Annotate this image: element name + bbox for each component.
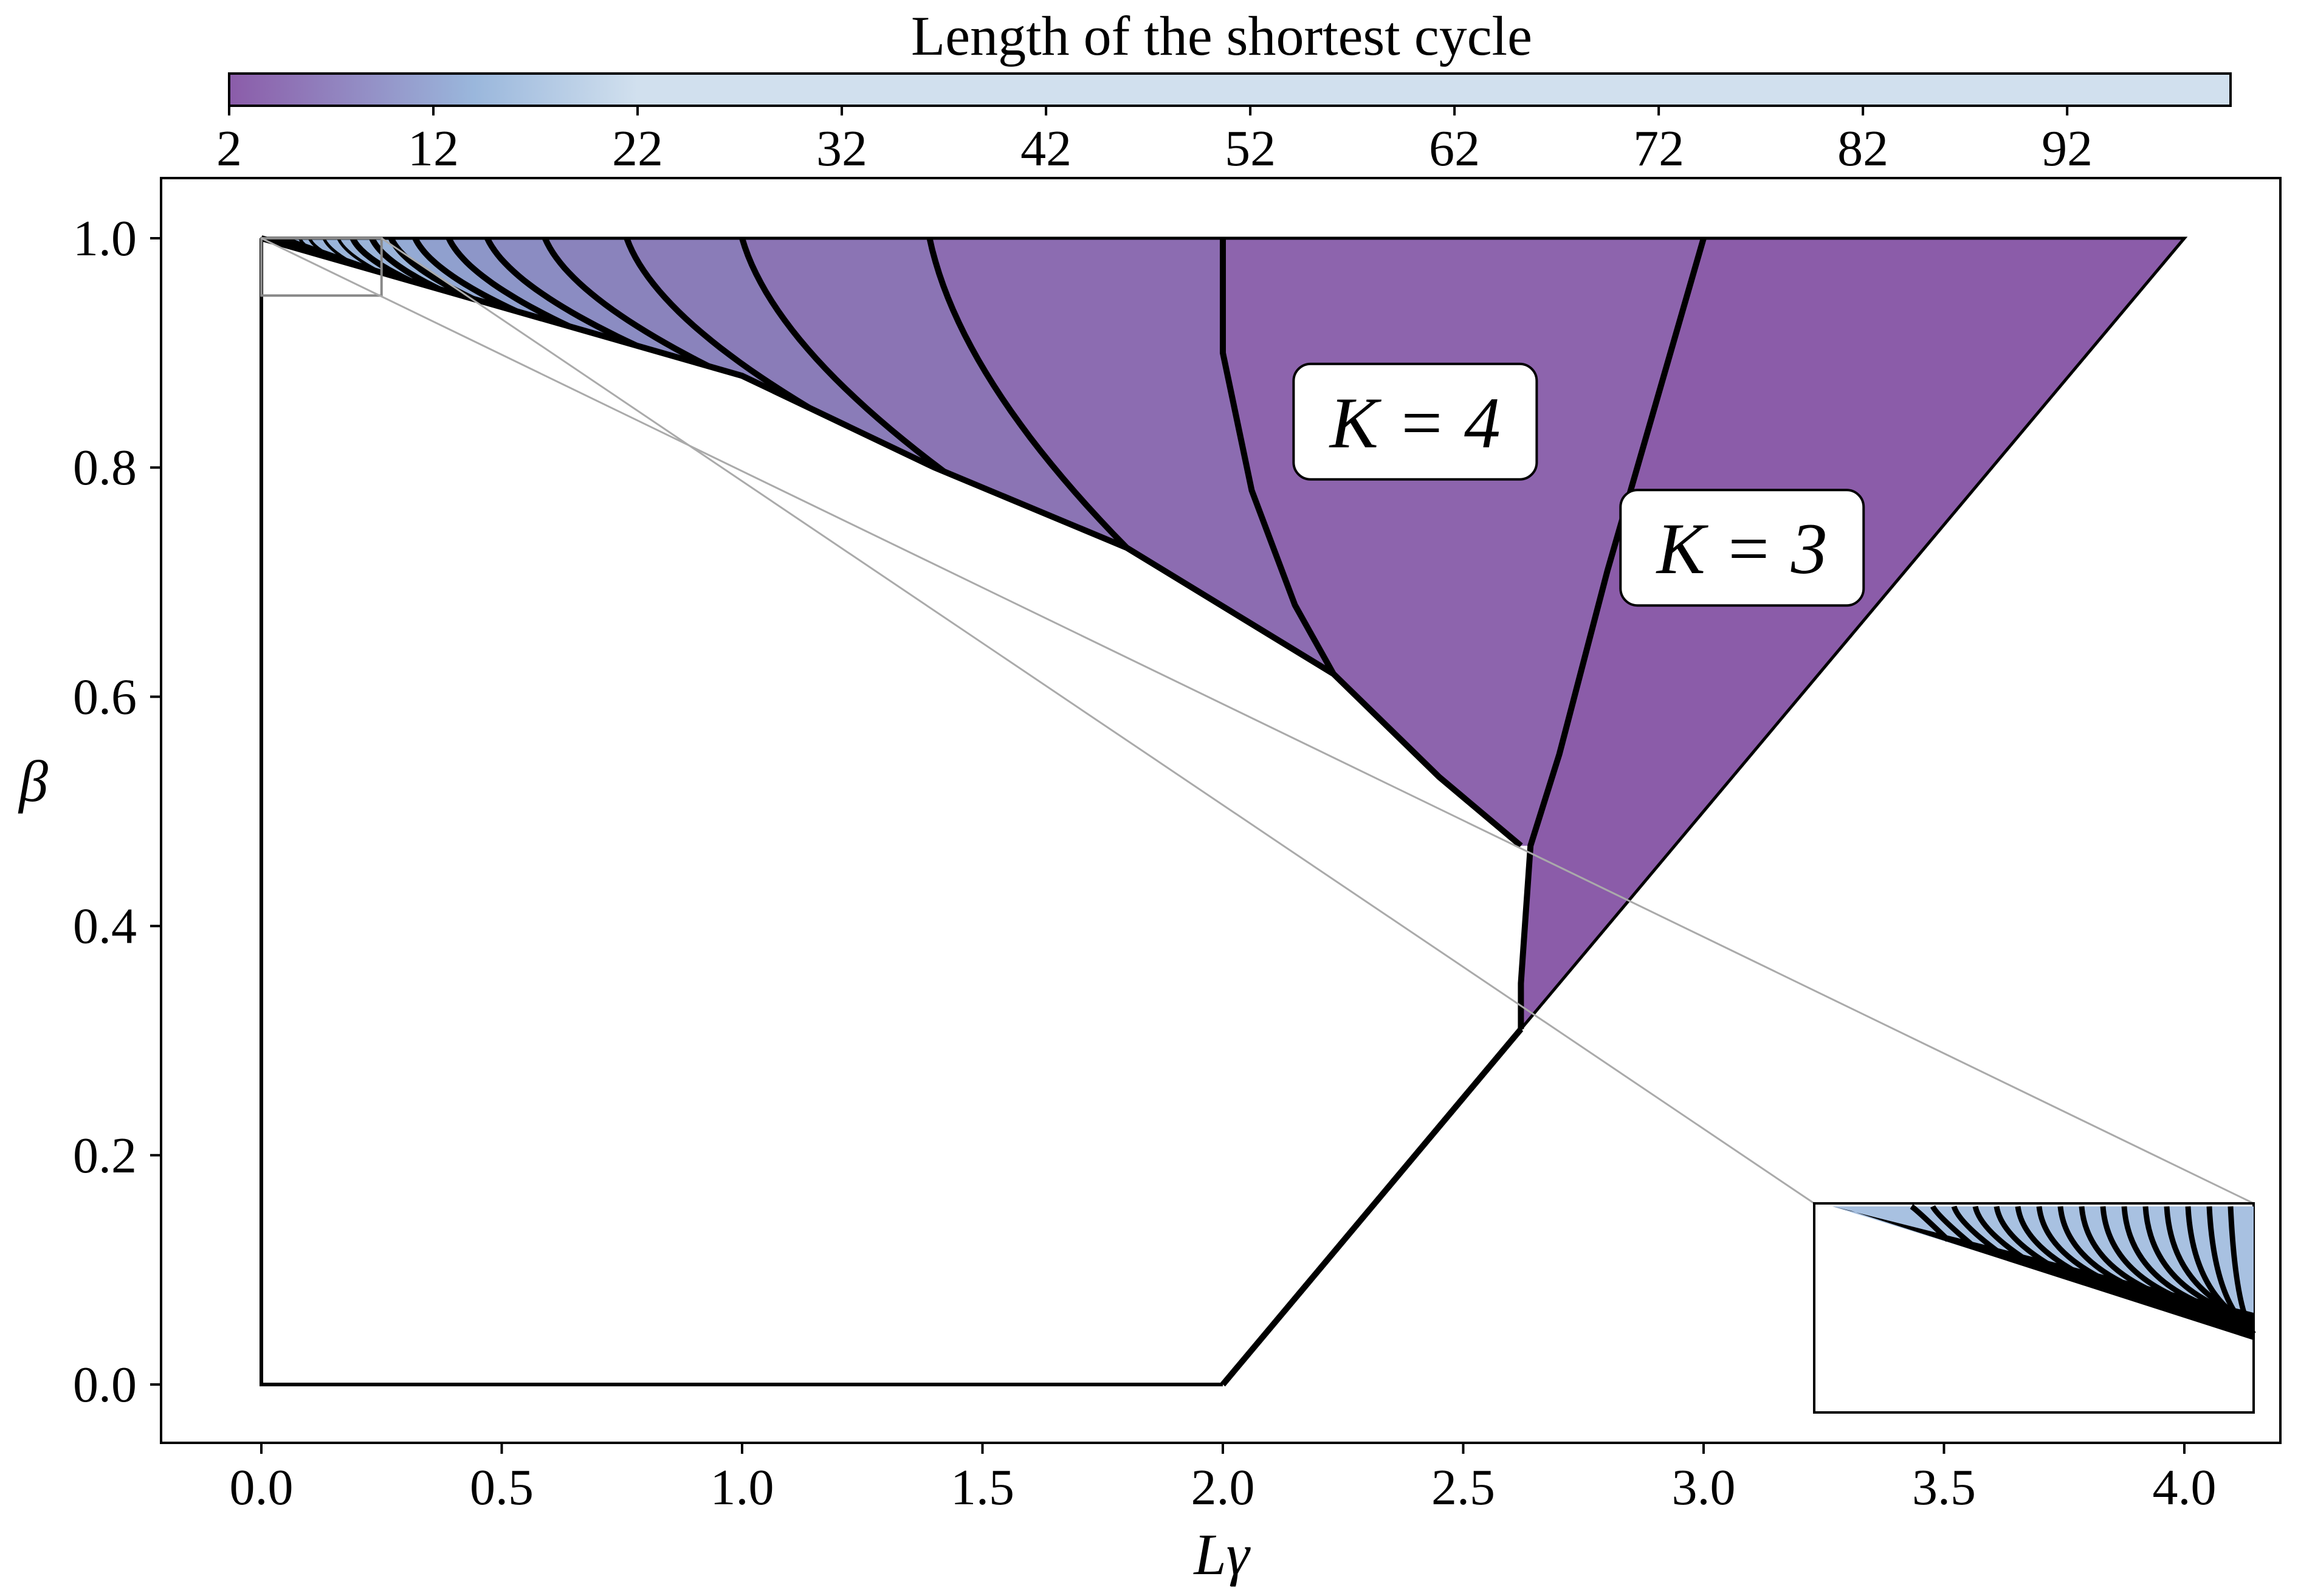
cycle-boundary-curve	[412, 236, 518, 314]
y-tick-label: 0.4	[73, 898, 137, 955]
inset-boundary-curve	[2100, 1206, 2184, 1303]
x-tick-label: 4.0	[2153, 1459, 2217, 1516]
cycle-boundary-curve	[369, 236, 441, 292]
cycle-boundary-curve	[298, 238, 320, 256]
zoom-window	[260, 237, 2256, 1414]
boundary-curves	[260, 235, 2188, 1387]
x-tick-label: 0.5	[470, 1459, 534, 1516]
y-tick-label: 0.2	[73, 1127, 137, 1184]
region-k13	[371, 238, 473, 299]
x-tick-label: 3.5	[1912, 1459, 1976, 1516]
colorbar-tick-label: 72	[1633, 120, 1684, 177]
colorbar-tick-label: 12	[408, 120, 459, 177]
inset-boundary-curve	[2057, 1206, 2132, 1290]
inset-boundary-curve	[1951, 1205, 2002, 1256]
region-k11	[415, 238, 569, 326]
y-tick-label: 0.8	[73, 439, 137, 496]
colorbar	[228, 72, 2232, 107]
y-axis-label: β	[18, 749, 48, 814]
colorbar-tick-label: 62	[1429, 120, 1480, 177]
colorbar-tick-label: 92	[2042, 120, 2093, 177]
cycle-boundary-curve	[926, 237, 1129, 550]
cycle-boundary-curve	[322, 237, 359, 267]
cycle-boundary-curve	[337, 238, 382, 274]
x-tick-label: 1.0	[710, 1459, 774, 1516]
x-axis-label: Lγ	[1192, 1522, 1250, 1587]
colorbar-tick-label: 32	[816, 120, 867, 177]
cycle-boundary-curve	[484, 236, 638, 349]
inset-boundary-curve	[2079, 1206, 2158, 1296]
x-axis-ticks: 0.0 0.5 1.0 1.5 2.0 2.5 3.0 3.5 4.0	[230, 1443, 2217, 1516]
inset-boundary-curve	[1972, 1205, 2028, 1262]
lower-envelope-curve	[260, 235, 1523, 848]
x-tick-label: 0.0	[230, 1459, 294, 1516]
inset-boundary-curve	[1930, 1205, 1976, 1249]
region-k6	[742, 238, 1127, 548]
cycle-boundary-curve	[542, 236, 710, 369]
annotations: K = 4 K = 3	[1292, 362, 1865, 607]
annotation-box	[1292, 362, 1538, 481]
annotation-box	[1619, 489, 1865, 607]
annotation-label: K = 3	[1656, 508, 1828, 589]
colorbar-title: Length of the shortest cycle	[911, 5, 1532, 67]
region-k14	[353, 238, 439, 289]
x-tick-label: 2.0	[1191, 1459, 1255, 1516]
inset-boundary-curve	[1994, 1206, 2054, 1269]
y-tick-label: 0.0	[73, 1357, 137, 1413]
region-k12	[391, 238, 517, 311]
inset-boundary-curve	[2142, 1206, 2237, 1316]
region-k7	[627, 238, 944, 472]
cycle-boundary-curve	[446, 236, 571, 329]
stability-boundary-left	[260, 238, 1223, 1386]
cycle-boundary-curve	[739, 237, 946, 474]
cycle-boundary-curve	[349, 236, 412, 284]
y-tick-label: 1.0	[73, 210, 137, 267]
region-k10	[449, 238, 636, 346]
inset-boundary-curve	[2227, 1206, 2256, 1336]
k4-boundary-curve	[1220, 238, 1336, 676]
colorbar-tick-label: 82	[1837, 120, 1888, 177]
x-tick-label: 3.0	[1672, 1459, 1736, 1516]
y-axis-ticks: 0.0 0.2 0.4 0.6 0.8 1.0	[73, 210, 161, 1413]
cycle-boundary-curve	[308, 237, 339, 262]
stability-boundary-upper	[261, 236, 2188, 1030]
colorbar-tick-label: 42	[1020, 120, 1072, 177]
cycle-boundary-curve	[289, 238, 301, 251]
annotation-label: K = 4	[1329, 382, 1501, 463]
inset-boundary-curve	[2206, 1206, 2255, 1336]
zoom-connector	[380, 237, 1815, 1205]
y-tick-label: 0.6	[73, 669, 137, 725]
zoom-connector	[261, 237, 2254, 1205]
zoom-source-box	[260, 237, 383, 297]
inset-boundary-curve	[2121, 1206, 2210, 1310]
inset-boundary-curve	[2015, 1206, 2080, 1276]
region-k5	[929, 238, 1333, 674]
stability-boundary-lower-right	[1220, 1027, 1524, 1387]
colorbar-tick-label: 2	[216, 120, 242, 177]
inset-boundary-curve	[1910, 1204, 1950, 1242]
colorbar-tick-label: 22	[612, 120, 663, 177]
x-tick-label: 1.5	[951, 1459, 1014, 1516]
x-tick-label: 2.5	[1431, 1459, 1495, 1516]
inset-boundary-curve	[2036, 1206, 2107, 1283]
colorbar-tick-label: 52	[1225, 120, 1276, 177]
colorbar-ticks: 2 12 22 32 42 52 62 72 82 92	[216, 106, 2093, 177]
cycle-boundary-curve	[624, 237, 811, 411]
